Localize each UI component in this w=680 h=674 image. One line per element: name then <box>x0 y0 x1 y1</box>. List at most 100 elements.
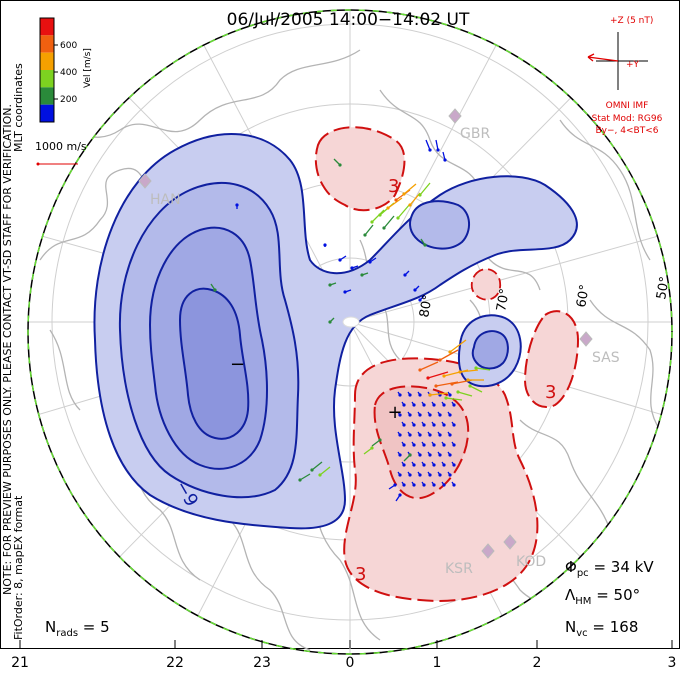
coordinates-note: MLT coordinates <box>12 63 25 152</box>
vector-origin <box>428 433 432 437</box>
velocity-vector <box>371 439 381 447</box>
vector-origin <box>398 473 402 477</box>
mlt-tick-label: 1 <box>433 655 442 671</box>
imf-source: OMNI IMF <box>606 101 649 111</box>
vector-origin <box>403 273 407 277</box>
station-marker <box>503 534 517 550</box>
velocity-vector <box>403 183 417 195</box>
vector-origin <box>442 483 446 487</box>
vector-origin <box>398 453 402 457</box>
velocity-vector <box>397 203 411 219</box>
velocity-vector <box>425 139 431 151</box>
vector-origin <box>350 266 354 270</box>
station-label: KOD <box>516 554 546 570</box>
station-marker <box>138 173 152 189</box>
station-marker <box>579 331 593 347</box>
vector-origin <box>402 403 406 407</box>
mlt-tick-label: 23 <box>253 655 271 671</box>
vector-origin <box>452 463 456 467</box>
vector-origin <box>438 358 442 362</box>
mlt-tick-label: 0 <box>346 655 355 671</box>
vector-origin <box>402 192 406 196</box>
colorbar-label: Vel [m/s] <box>83 48 93 88</box>
vector-origin <box>448 433 452 437</box>
contour-label: 3 <box>355 564 366 585</box>
vector-origin <box>418 393 422 397</box>
velocity-vector <box>299 473 311 481</box>
vector-origin <box>338 258 342 262</box>
vector-origin <box>438 453 442 457</box>
colorbar-segment <box>40 52 54 70</box>
vector-origin <box>343 290 347 294</box>
vector-origin <box>422 423 426 427</box>
vector-origin <box>436 148 440 152</box>
vector-origin <box>412 463 416 467</box>
velocity-vector <box>363 447 373 455</box>
vector-origin <box>452 443 456 447</box>
vector-origin <box>402 483 406 487</box>
velocity-vector <box>429 392 449 396</box>
vector-origin <box>408 453 412 457</box>
velocity-vectors <box>210 139 491 502</box>
stat-phi-pc: Φpc = 34 kV <box>565 558 654 579</box>
vector-origin <box>418 368 422 372</box>
preview-note: NOTE: FOR PREVIEW PURPOSES ONLY. PLEASE … <box>1 104 14 595</box>
velocity-vector <box>475 367 491 371</box>
colorbar-frame <box>39 17 55 123</box>
vector-origin <box>402 463 406 467</box>
vector-origin <box>428 453 432 457</box>
vector-origin <box>474 366 478 370</box>
vector-origin <box>213 288 217 292</box>
vector-origin <box>323 243 327 247</box>
velocity-vector <box>449 339 467 353</box>
negative-cell-level4 <box>178 287 250 440</box>
vector-origin <box>363 233 367 237</box>
vector-origin <box>448 350 452 354</box>
negative-cell-ring-inner <box>471 330 509 370</box>
velocity-vector <box>457 391 473 397</box>
velocity-colorbar: 200 400 600 <box>39 17 77 123</box>
vector-origin <box>448 413 452 417</box>
max-potential-marker: + <box>387 402 402 423</box>
velocity-vector <box>409 192 421 206</box>
vector-origin <box>422 403 426 407</box>
vector-origin <box>443 158 447 162</box>
vector-origin <box>438 413 442 417</box>
vector-origin <box>413 288 417 292</box>
vector-origin <box>428 413 432 417</box>
vector-origin <box>448 393 452 397</box>
vector-origin <box>422 483 426 487</box>
vector-origin <box>386 206 390 210</box>
vector-origin <box>318 473 322 477</box>
pole-marker <box>342 316 360 328</box>
colorbar-tick-label: 200 <box>60 95 77 105</box>
latitude-label: 50° <box>654 275 673 300</box>
velocity-vector <box>427 371 449 379</box>
colorbar-segment <box>40 18 54 36</box>
negative-potential-cells <box>93 133 578 530</box>
vector-origin <box>444 396 448 400</box>
vector-origin <box>418 193 422 197</box>
station-label: KSR <box>445 561 473 577</box>
vector-origin <box>432 443 436 447</box>
vector-origin <box>412 423 416 427</box>
mlt-tick-label: 2 <box>533 655 542 671</box>
vector-origin <box>418 453 422 457</box>
vector-origin <box>468 384 472 388</box>
stat-lambda-hm: ΛHM = 50° <box>565 586 640 607</box>
mlt-axis: 21 22 23 0 1 2 3 <box>11 640 676 671</box>
vector-origin <box>408 393 412 397</box>
vector-origin <box>402 423 406 427</box>
vector-origin <box>368 260 372 264</box>
velocity-vector <box>311 461 323 471</box>
vector-origin <box>370 446 374 450</box>
vector-origin <box>298 478 302 482</box>
mlt-tick-label: 21 <box>11 655 29 671</box>
velocity-vector <box>419 361 439 371</box>
positive-cell-north <box>314 126 406 212</box>
latitude-labels: 80° 70° 60° 50° <box>417 275 673 318</box>
positive-potential-cells <box>314 126 580 602</box>
vector-origin <box>338 163 342 167</box>
vector-origin <box>412 403 416 407</box>
vector-origin <box>408 203 412 207</box>
